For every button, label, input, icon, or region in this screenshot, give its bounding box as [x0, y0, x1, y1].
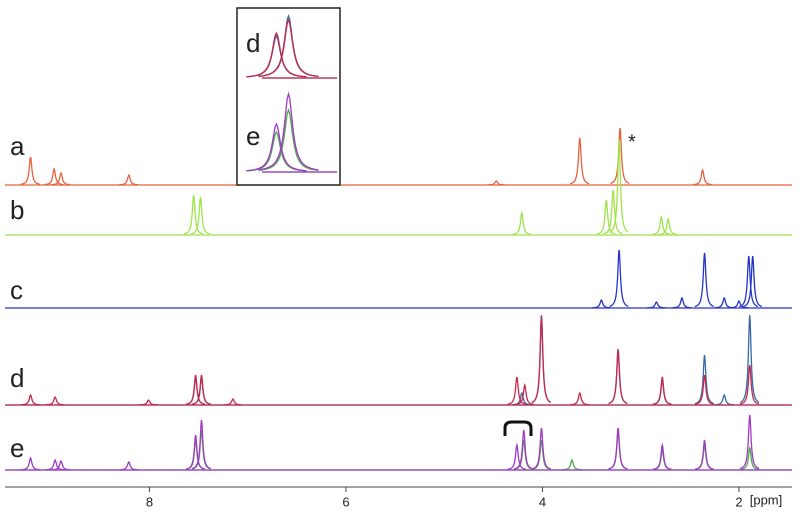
peak	[223, 398, 243, 406]
peak	[507, 376, 527, 405]
peak	[183, 194, 204, 235]
peak	[258, 107, 319, 171]
peak	[596, 199, 616, 235]
peak	[191, 374, 211, 405]
inset-label: d	[246, 28, 260, 58]
peak	[246, 31, 307, 78]
peak	[694, 374, 714, 405]
peak	[531, 427, 551, 470]
peak	[191, 419, 211, 470]
inset-label: e	[246, 121, 260, 151]
peak	[51, 459, 71, 471]
x-axis-label: [ppm]	[750, 492, 783, 507]
trace-label: d	[10, 363, 24, 393]
peak	[185, 434, 205, 470]
peak	[44, 167, 64, 186]
peak	[608, 427, 628, 470]
peak	[258, 18, 319, 78]
peak	[739, 414, 760, 470]
peak	[740, 364, 760, 405]
peak	[738, 255, 759, 308]
inset: de	[246, 13, 337, 173]
x-tick-label: 8	[146, 494, 153, 509]
peak	[20, 156, 40, 185]
peak	[45, 395, 65, 406]
peak	[570, 391, 590, 406]
peak	[185, 374, 205, 405]
peak	[651, 215, 671, 236]
inset-frame	[236, 7, 341, 186]
peak	[603, 189, 623, 235]
peak	[138, 399, 158, 406]
trace-label: b	[10, 195, 24, 225]
peak	[591, 298, 611, 309]
peak	[486, 180, 506, 186]
peak	[20, 393, 40, 406]
peak	[258, 91, 319, 171]
peak	[742, 255, 763, 308]
peak	[652, 442, 672, 470]
peak	[692, 168, 712, 186]
peak	[514, 429, 534, 470]
peak	[190, 196, 210, 235]
peak	[20, 456, 40, 471]
peak	[570, 137, 590, 185]
bracket	[503, 420, 533, 436]
peak	[646, 301, 666, 309]
peak	[694, 354, 714, 405]
peak	[119, 460, 139, 471]
plot-area: a b c d e	[5, 127, 792, 471]
x-tick-label: 4	[539, 494, 546, 509]
peak	[45, 458, 65, 471]
trace-label: a	[10, 131, 25, 161]
annotation: *	[628, 131, 636, 153]
trace-label: c	[10, 275, 23, 305]
peak	[672, 296, 692, 309]
peak	[694, 252, 714, 308]
peak	[246, 122, 307, 172]
x-tick-label: 2	[735, 494, 742, 509]
peak	[51, 171, 71, 186]
peak	[119, 173, 139, 186]
peak	[729, 300, 749, 309]
peak	[609, 249, 629, 308]
peak	[652, 376, 672, 405]
peak	[694, 439, 714, 470]
peak	[531, 316, 551, 404]
peak	[739, 314, 760, 404]
peak	[658, 217, 678, 236]
peak	[507, 442, 527, 470]
peak	[608, 349, 628, 405]
peak	[515, 382, 535, 406]
peak	[610, 127, 630, 185]
peak	[609, 139, 629, 233]
x-tick-label: 6	[342, 494, 349, 509]
peak	[740, 445, 760, 471]
peak	[512, 210, 532, 236]
trace-label: e	[10, 433, 24, 463]
